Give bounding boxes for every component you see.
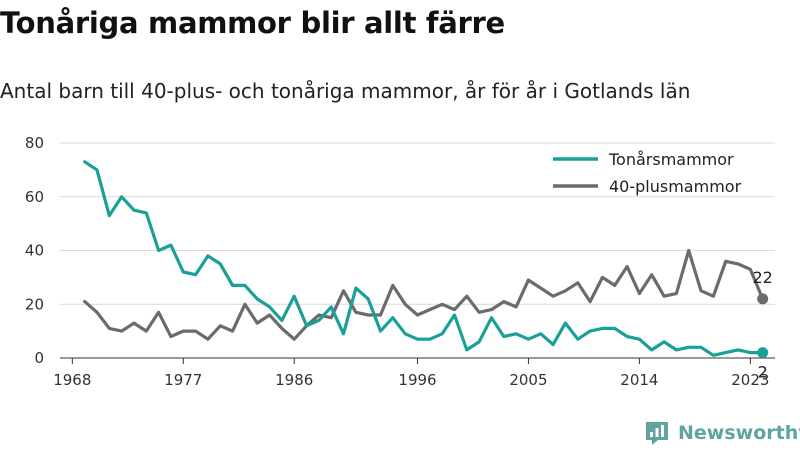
- chart-subtitle: Antal barn till 40-plus- och tonåriga ma…: [0, 79, 691, 103]
- chart-title: Tonåriga mammor blir allt färre: [0, 6, 505, 40]
- y-tick-label: 20: [25, 295, 44, 313]
- brand-name: Newsworthy: [678, 422, 800, 444]
- x-tick-label: 2023: [731, 371, 769, 389]
- x-tick-label: 1977: [164, 371, 202, 389]
- series-line-tonarsmammor: [83, 160, 765, 357]
- x-axis: 1968 1977 1986 1996 2005 2014 2023: [53, 358, 769, 389]
- series-line-40-plusmammor: [83, 248, 765, 341]
- legend: Tonårsmammor 40-plusmammor: [553, 150, 742, 196]
- x-tick-label: 1968: [53, 371, 91, 389]
- newsworthy-logo-icon: [646, 422, 668, 445]
- x-tick-label: 2005: [509, 371, 547, 389]
- end-value-label: 22: [752, 268, 772, 287]
- y-tick-label: 80: [25, 134, 44, 152]
- x-tick-label: 1996: [398, 371, 436, 389]
- legend-label: 40-plusmammor: [609, 177, 742, 196]
- series-lines: 222: [83, 160, 773, 382]
- brand-logo: Newsworthy: [644, 420, 800, 446]
- grid-lines: [60, 142, 775, 359]
- end-value-label: 2: [758, 363, 768, 382]
- y-tick-label: 40: [25, 242, 44, 260]
- x-tick-label: 2014: [620, 371, 658, 389]
- end-point-marker: [757, 347, 769, 359]
- y-tick-label: 0: [34, 349, 44, 367]
- end-point-marker: [757, 293, 769, 305]
- legend-label: Tonårsmammor: [608, 150, 734, 169]
- x-tick-label: 1986: [275, 371, 313, 389]
- y-axis: 0 20 40 60 80: [25, 134, 44, 367]
- y-tick-label: 60: [25, 188, 44, 206]
